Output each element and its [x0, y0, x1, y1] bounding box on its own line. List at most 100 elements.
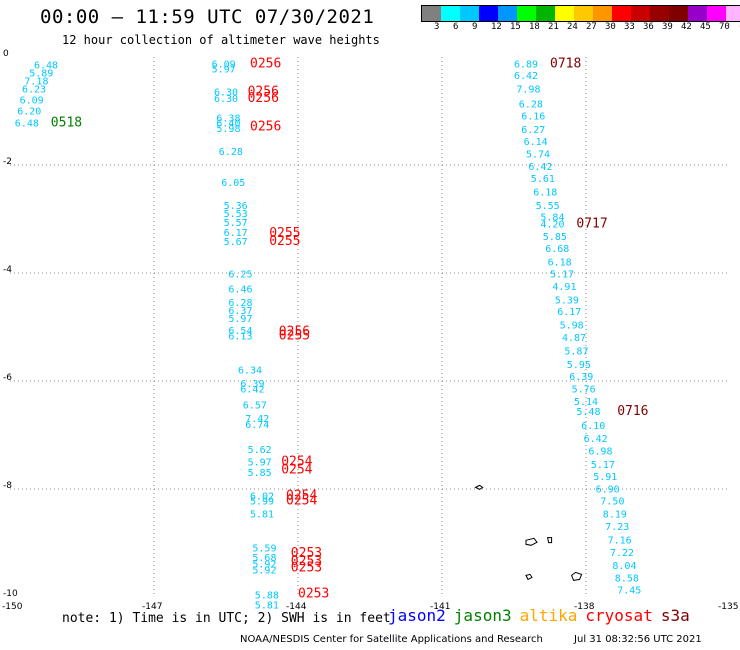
- color-swatch: [422, 6, 441, 21]
- credit-org: NOAA/NESDIS Center for Satellite Applica…: [240, 634, 543, 645]
- y-tick-label: 0: [3, 49, 9, 59]
- color-swatch: [650, 6, 669, 21]
- data-label: 6.20: [17, 106, 41, 117]
- data-label: 5.84: [540, 213, 564, 224]
- y-tick-label: -2: [3, 157, 12, 167]
- data-label: 6.38: [216, 113, 240, 124]
- data-label: 8.58: [615, 573, 639, 584]
- data-label: 0255: [269, 234, 300, 249]
- color-scale-label: 21: [548, 22, 559, 32]
- color-swatch: [441, 6, 460, 21]
- color-scale-bar: [421, 5, 740, 22]
- color-swatch: [574, 6, 593, 21]
- data-label: 5.67: [224, 237, 248, 248]
- data-label: 5.74: [526, 150, 550, 161]
- data-label: 6.39: [240, 379, 264, 390]
- data-label: 6.18: [533, 187, 557, 198]
- data-label: 5.91: [593, 472, 617, 483]
- color-swatch: [536, 6, 555, 21]
- island-outline: [525, 537, 538, 546]
- data-label: 6.46: [228, 285, 252, 296]
- data-label: 5.98: [216, 124, 240, 135]
- data-label: 5.62: [248, 445, 272, 456]
- data-label: 6.34: [238, 366, 262, 377]
- y-tick-label: -8: [3, 481, 12, 491]
- color-swatch: [707, 6, 726, 21]
- data-label: 4.20: [540, 220, 564, 231]
- data-label: 5.97: [212, 65, 236, 76]
- data-label: 6.10: [581, 421, 605, 432]
- data-label: 6.48: [15, 119, 39, 130]
- data-label: 0256: [248, 91, 279, 106]
- data-label: 6.09: [212, 59, 236, 70]
- color-scale-label: 45: [700, 22, 711, 32]
- data-label: 5.89: [29, 69, 53, 80]
- color-swatch: [517, 6, 536, 21]
- data-label: 6.02: [250, 491, 274, 502]
- data-label: 6.98: [588, 447, 612, 458]
- color-swatch: [612, 6, 631, 21]
- data-label: 5.81: [250, 510, 274, 521]
- color-swatch: [555, 6, 574, 21]
- data-label: 5.88: [255, 591, 279, 602]
- color-scale-label: 3: [434, 22, 440, 32]
- data-label: 6.30: [214, 87, 238, 98]
- y-tick-label: -6: [3, 373, 12, 383]
- color-scale-label: 24: [567, 22, 578, 32]
- color-scale-label: 39: [662, 22, 673, 32]
- data-label: 4.91: [552, 282, 576, 293]
- data-label: 0718: [550, 56, 581, 71]
- data-label: 6.40: [216, 119, 240, 130]
- data-label: 6.16: [521, 112, 545, 123]
- data-label: 5.99: [250, 497, 274, 508]
- data-label: 6.18: [548, 258, 572, 269]
- data-label: 5.17: [591, 460, 615, 471]
- data-label: 5.57: [224, 218, 248, 229]
- data-label: 4.87: [562, 333, 586, 344]
- data-label: 0253: [298, 587, 329, 602]
- data-label: 6.09: [20, 96, 44, 107]
- data-label: 0253: [291, 554, 322, 569]
- page-subtitle: 12 hour collection of altimeter wave hei…: [62, 33, 380, 47]
- data-label: 6.90: [596, 484, 620, 495]
- data-label: 6.42: [584, 434, 608, 445]
- data-label: 0256: [250, 120, 281, 135]
- data-label: 0717: [576, 217, 607, 232]
- page-title: 00:00 – 11:59 UTC 07/30/2021: [40, 6, 375, 28]
- color-scale-label: 36: [643, 22, 654, 32]
- x-tick-label: -135: [718, 602, 739, 612]
- y-tick-label: -4: [3, 265, 12, 275]
- data-label: 5.85: [543, 232, 567, 243]
- data-label: 6.23: [22, 85, 46, 96]
- data-label: 6.89: [514, 59, 538, 70]
- data-label: 5.92: [252, 559, 276, 570]
- color-scale-label: 30: [605, 22, 616, 32]
- data-label: 7.50: [600, 497, 624, 508]
- data-label: 5.85: [248, 468, 272, 479]
- color-swatch: [479, 6, 498, 21]
- data-label: 5.92: [252, 565, 276, 576]
- island-outline: [474, 484, 484, 490]
- data-label: 0255: [279, 328, 310, 343]
- data-label: 5.76: [572, 384, 596, 395]
- data-label: 7.22: [610, 548, 634, 559]
- data-label: 6.28: [228, 298, 252, 309]
- credit-line: NOAA/NESDIS Center for Satellite Applica…: [240, 634, 730, 645]
- data-label: 0716: [617, 404, 648, 419]
- island-outline: [570, 571, 583, 581]
- color-scale-label: 12: [491, 22, 502, 32]
- data-label: 7.45: [617, 585, 641, 596]
- data-label: 0518: [51, 116, 82, 131]
- data-label: 8.19: [603, 510, 627, 521]
- color-swatch: [460, 6, 479, 21]
- data-label: 6.48: [34, 60, 58, 71]
- data-label: 5.55: [536, 201, 560, 212]
- units-note: note: 1) Time is in UTC; 2) SWH is in fe…: [62, 611, 391, 626]
- data-label: 0254: [286, 494, 317, 509]
- credit-timestamp: Jul 31 08:32:56 UTC 2021: [574, 634, 702, 645]
- satellite-legend: jason2 jason3 altika cryosat s3a: [388, 606, 698, 625]
- data-label: 5.97: [248, 457, 272, 468]
- color-scale-label: 70: [719, 22, 730, 32]
- x-tick-label: -138: [574, 602, 595, 612]
